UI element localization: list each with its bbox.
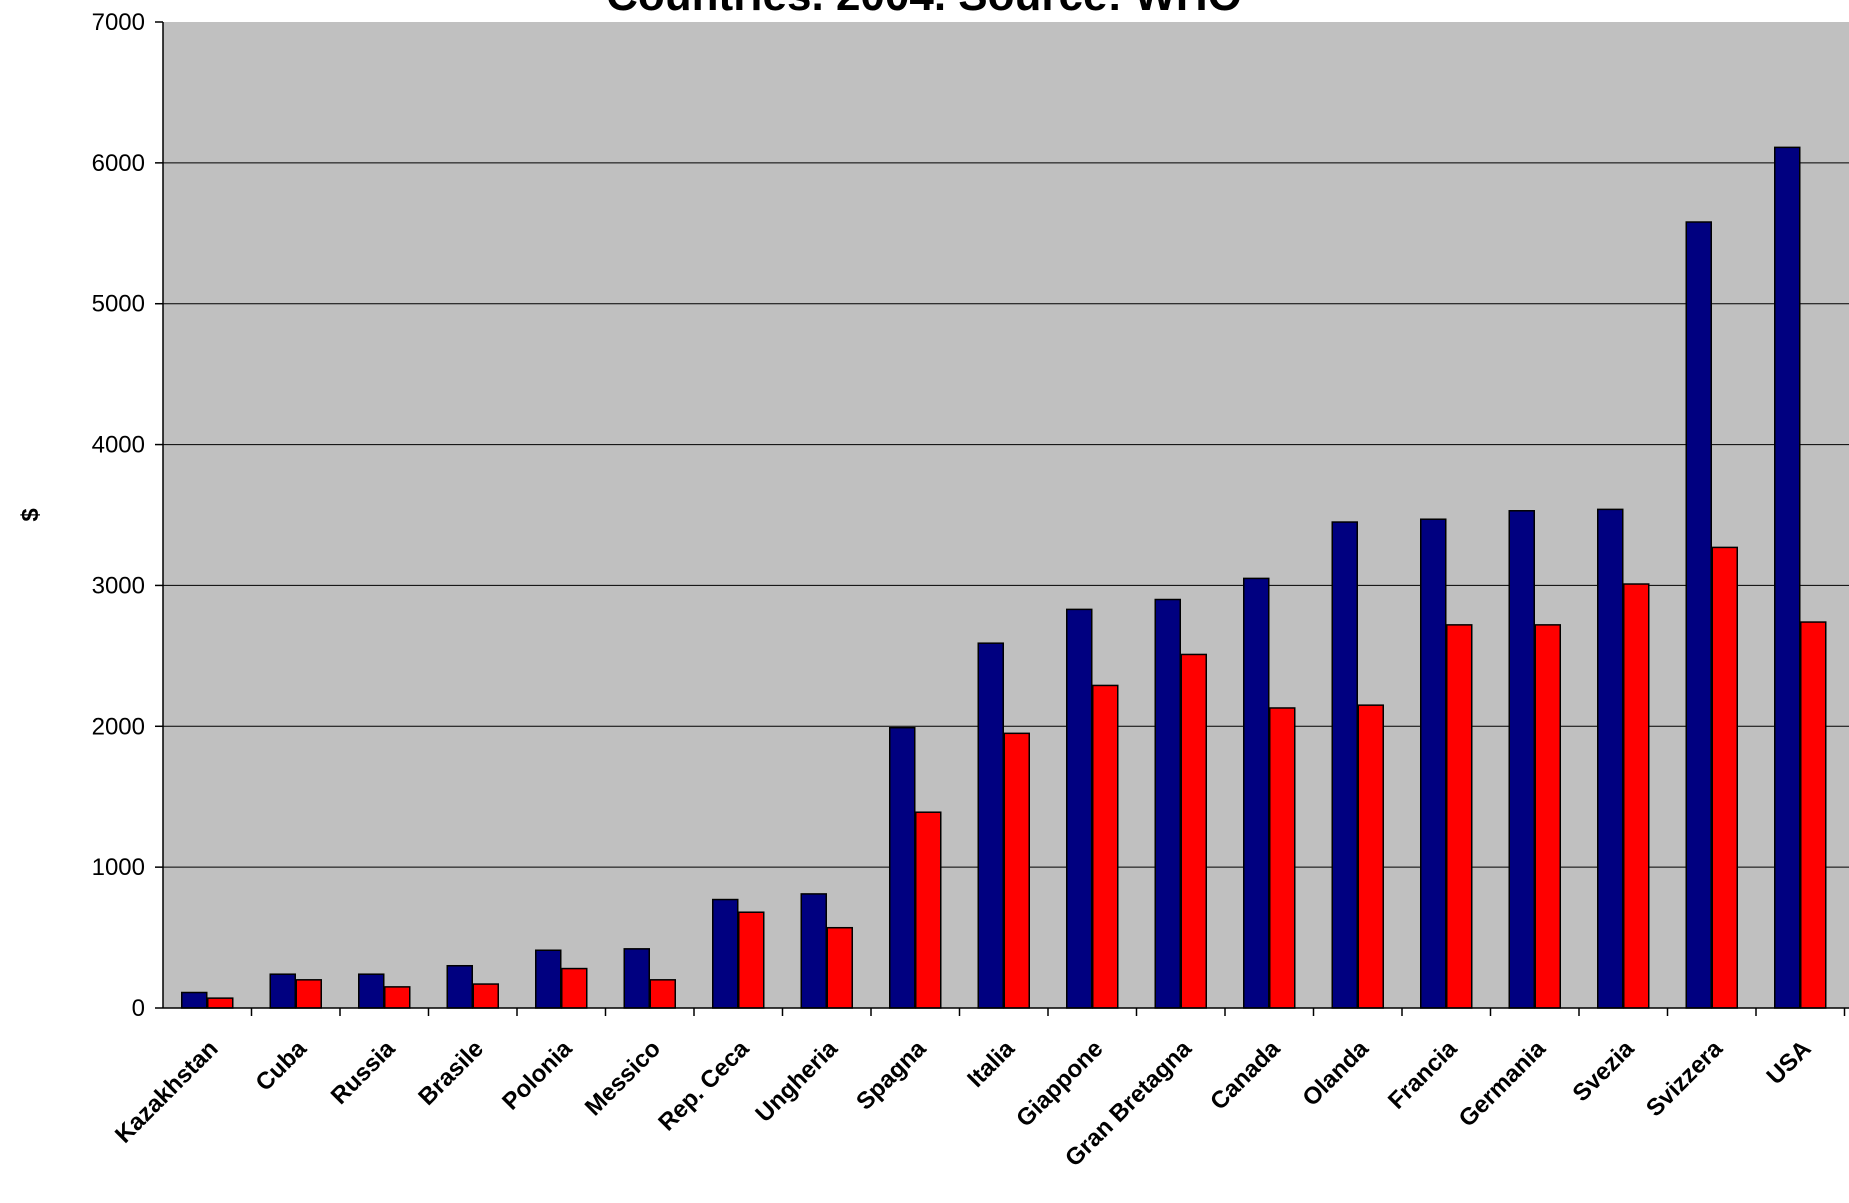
y-tick-label: 4000 bbox=[92, 432, 145, 459]
category-label: Germania bbox=[1454, 1035, 1552, 1133]
category-label: Spagna bbox=[851, 1035, 932, 1116]
category-label: Messico bbox=[580, 1035, 666, 1121]
category-label: Canada bbox=[1205, 1035, 1286, 1116]
bar-series-1-brasile bbox=[446, 964, 473, 1009]
bar-series-1-spagna bbox=[889, 726, 916, 1009]
category-label: Svezia bbox=[1568, 1035, 1640, 1107]
bar-series-1-giappone bbox=[1066, 608, 1093, 1009]
category-label: USA bbox=[1762, 1035, 1817, 1090]
bar-series-1-svezia bbox=[1597, 508, 1624, 1009]
category-label: Ungheria bbox=[750, 1035, 843, 1128]
bar-series-2-messico bbox=[649, 979, 676, 1009]
bar-series-1-russia bbox=[358, 973, 385, 1009]
bar-series-2-germania bbox=[1534, 624, 1561, 1009]
bar-series-1-usa bbox=[1774, 146, 1801, 1009]
bar-series-1-germania bbox=[1508, 510, 1535, 1009]
bar-series-1-canada bbox=[1243, 577, 1270, 1009]
bar-series-1-polonia bbox=[535, 949, 562, 1009]
bar-series-2-polonia bbox=[561, 967, 588, 1009]
category-label: Russia bbox=[326, 1035, 401, 1110]
bar-series-2-italia bbox=[1003, 732, 1030, 1009]
gridlines bbox=[163, 162, 1849, 868]
bar-series-2-svizzera bbox=[1711, 546, 1738, 1009]
bar-series-2-svezia bbox=[1623, 583, 1650, 1009]
category-label: Kazakhstan bbox=[110, 1035, 223, 1148]
bar-series-2-gran-bretagna bbox=[1180, 653, 1207, 1009]
category-label: Cuba bbox=[250, 1035, 312, 1097]
y-tick-labels: 0 1000 2000 3000 4000 5000 6000 7000 bbox=[92, 9, 145, 1022]
y-axis-label: $ bbox=[17, 508, 44, 522]
bars bbox=[181, 146, 1827, 1009]
bar-series-2-cuba bbox=[295, 979, 322, 1009]
category-label: Olanda bbox=[1297, 1035, 1374, 1112]
category-label: Polonia bbox=[497, 1035, 578, 1116]
category-label: Italia bbox=[962, 1035, 1020, 1093]
y-tick-label: 1000 bbox=[92, 854, 145, 881]
bar-series-1-svizzera bbox=[1685, 221, 1712, 1009]
category-labels: Kazakhstan Cuba Russia Brasile Polonia Messic… bbox=[110, 1035, 1816, 1172]
bar-series-2-usa bbox=[1800, 621, 1827, 1009]
bar-series-1-rep-ceca bbox=[712, 898, 739, 1009]
bar-series-2-olanda bbox=[1357, 704, 1384, 1009]
category-label: Francia bbox=[1383, 1035, 1463, 1115]
y-tick-label: 7000 bbox=[92, 9, 145, 36]
bar-series-1-ungheria bbox=[800, 893, 827, 1009]
bar-series-2-ungheria bbox=[826, 926, 853, 1009]
y-tick-label: 0 bbox=[132, 995, 145, 1022]
y-tick-label: 6000 bbox=[92, 150, 145, 177]
y-tick-label: 2000 bbox=[92, 713, 145, 740]
bar-series-1-francia bbox=[1420, 518, 1447, 1009]
bar-series-1-cuba bbox=[269, 973, 296, 1009]
bar-series-2-rep-ceca bbox=[738, 911, 765, 1009]
bar-series-1-italia bbox=[977, 642, 1004, 1009]
bar-series-2-canada bbox=[1269, 707, 1296, 1009]
bar-series-2-kazakhstan bbox=[207, 997, 234, 1009]
bar-series-2-russia bbox=[384, 986, 411, 1009]
bar-series-2-spagna bbox=[915, 811, 942, 1009]
bar-series-1-messico bbox=[623, 948, 650, 1009]
bar-series-1-kazakhstan bbox=[181, 991, 208, 1009]
y-tick-label: 3000 bbox=[92, 572, 145, 599]
bar-series-2-brasile bbox=[472, 983, 499, 1009]
category-label: Svizzera bbox=[1641, 1035, 1728, 1122]
bar-series-2-giappone bbox=[1092, 684, 1119, 1009]
category-label: Rep. Ceca bbox=[653, 1035, 755, 1137]
bar-series-1-olanda bbox=[1331, 521, 1358, 1009]
bar-series-1-gran-bretagna bbox=[1154, 598, 1181, 1009]
chart-title: Countries. 2004. Source: WHO bbox=[606, 0, 1242, 20]
axes bbox=[155, 21, 1849, 1016]
category-label: Brasile bbox=[413, 1035, 489, 1111]
y-tick-label: 5000 bbox=[92, 291, 145, 318]
bar-series-2-francia bbox=[1446, 624, 1473, 1009]
